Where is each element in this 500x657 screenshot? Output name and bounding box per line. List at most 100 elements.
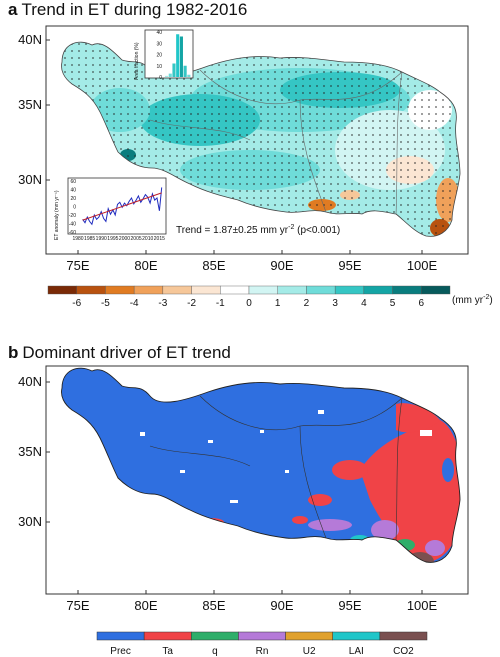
timeseries-ytick: -20	[69, 213, 76, 219]
colorbar-cell	[76, 285, 106, 295]
colorbar-cell	[363, 285, 393, 295]
svg-text:85E: 85E	[202, 598, 225, 613]
plateau-outline-b	[61, 367, 461, 563]
legend-swatch	[285, 631, 333, 641]
legend-swatch	[238, 631, 286, 641]
legend-swatch	[143, 631, 192, 641]
histogram-bar	[179, 36, 183, 77]
colorbar-label: 3	[332, 298, 338, 309]
colorbar-label: -1	[216, 298, 225, 309]
svg-text:100E: 100E	[407, 598, 438, 613]
colorbar-a: -6 -5 -4 -3 -2 -1 0 1 2 3 4 5 6 (mm yr-2)	[47, 285, 493, 309]
svg-text:95E: 95E	[338, 598, 361, 613]
svg-text:30N: 30N	[18, 514, 42, 529]
colorbar-cell	[277, 285, 307, 295]
colorbar-label: 0	[246, 298, 252, 309]
svg-text:35N: 35N	[18, 97, 42, 112]
colorbar-cell	[191, 285, 221, 295]
timeseries-xticks: 1980 1985 1990 1995 2000 2005 2010 2015	[72, 236, 165, 242]
timeseries-xtick: 1985	[84, 236, 95, 242]
svg-text:90E: 90E	[270, 598, 293, 613]
province-boundaries-a	[149, 69, 403, 215]
colorbar-label: -2	[187, 298, 196, 309]
histogram-ytick: 20	[156, 53, 162, 59]
timeseries-xtick: 2010	[142, 236, 153, 242]
colorbar-cell	[248, 285, 278, 295]
timeseries-xtick: 2015	[154, 236, 165, 242]
plateau-outline-a	[61, 41, 461, 237]
legend-label: U2	[303, 646, 316, 657]
timeseries-ytick: 60	[70, 179, 76, 185]
colorbar-label: -3	[158, 298, 167, 309]
svg-text:35N: 35N	[18, 444, 42, 459]
colorbar-cell	[133, 285, 164, 295]
colorbar-cell	[105, 285, 135, 295]
colorbar-cell	[47, 285, 77, 295]
colorbar-cell	[421, 285, 451, 295]
svg-text:80E: 80E	[134, 258, 157, 273]
histogram-bar	[168, 73, 172, 77]
timeseries-xtick: 1980	[72, 236, 83, 242]
histogram-ytick: 0	[159, 75, 162, 81]
histogram-ytick: 30	[156, 41, 162, 47]
colorbar-label: 6	[419, 298, 425, 309]
legend-label: CO2	[393, 646, 414, 657]
colorbar-label: 4	[361, 298, 367, 309]
svg-text:40N: 40N	[18, 32, 42, 47]
histogram-ytick: 40	[156, 30, 162, 36]
timeseries-inset: ET anomaly (mm yr⁻¹) 60 40 20 0 -20 -40 -60 19…	[54, 177, 167, 242]
timeseries-xtick: 1990	[96, 236, 107, 242]
province-boundaries-b	[149, 395, 403, 541]
timeseries-ytick: 40	[70, 188, 76, 194]
colorbar-unit: (mm yr-2)	[452, 294, 493, 306]
colorbar-cell	[392, 285, 422, 295]
colorbar-label: 1	[275, 298, 281, 309]
timeseries-ytick: -60	[69, 230, 76, 236]
colorbar-cell	[306, 285, 336, 295]
timeseries-xtick: 2005	[131, 236, 142, 242]
histogram-bar	[165, 75, 169, 77]
svg-text:40N: 40N	[18, 374, 42, 389]
histogram-bar	[183, 65, 187, 77]
trend-annotation: Trend = 1.87±0.25 mm yr-2 (p<0.001)	[176, 224, 340, 236]
colorbar-label: -6	[72, 298, 81, 309]
svg-text:80E: 80E	[134, 598, 157, 613]
histogram-inset: Area fraction (%) 40 30 20 10 0	[134, 29, 194, 81]
histogram-bar	[172, 63, 176, 77]
colorbar-label: -5	[101, 298, 110, 309]
colorbar-cell	[334, 285, 365, 295]
svg-text:30N: 30N	[18, 172, 42, 187]
et-trend-line	[82, 192, 162, 221]
legend-label: Ta	[162, 646, 173, 657]
svg-text:75E: 75E	[66, 258, 89, 273]
panel-a-title: a Trend in ET during 1982-2016	[8, 0, 248, 19]
legend-swatch	[96, 631, 145, 641]
timeseries-yticks: 60 40 20 0 -20 -40 -60	[69, 179, 76, 236]
svg-text:90E: 90E	[270, 258, 293, 273]
lon-labels-b: 75E 80E 85E 90E 95E 100E	[66, 590, 438, 613]
panel-b-title: b Dominant driver of ET trend	[8, 343, 231, 362]
et-anomaly-line	[82, 187, 163, 226]
legend-swatch	[379, 631, 428, 641]
colorbar-cell	[162, 285, 192, 295]
timeseries-ylabel: ET anomaly (mm yr⁻¹)	[54, 190, 60, 240]
histogram-yticks: 40 30 20 10 0	[156, 30, 162, 81]
histogram-ylabel: Area fraction (%)	[134, 42, 140, 80]
timeseries-xtick: 1995	[107, 236, 118, 242]
svg-text:100E: 100E	[407, 258, 438, 273]
histogram-bar	[176, 34, 180, 77]
histogram-bar	[187, 74, 191, 77]
lat-labels-b: 40N 35N 30N	[18, 374, 50, 529]
timeseries-ytick: 20	[70, 196, 76, 202]
colorbar-label: 2	[304, 298, 310, 309]
legend-swatch	[191, 631, 239, 641]
lon-labels-a: 75E 80E 85E 90E 95E 100E	[66, 250, 438, 273]
legend-label: Rn	[256, 646, 269, 657]
legend-swatch	[332, 631, 381, 641]
driver-legend: Prec Ta q Rn U2 LAI CO2	[96, 631, 428, 657]
colorbar-label: -4	[130, 298, 139, 309]
timeseries-xtick: 2000	[119, 236, 130, 242]
colorbar-cell	[220, 285, 250, 295]
lat-labels-a: 40N 35N 30N	[18, 32, 50, 187]
